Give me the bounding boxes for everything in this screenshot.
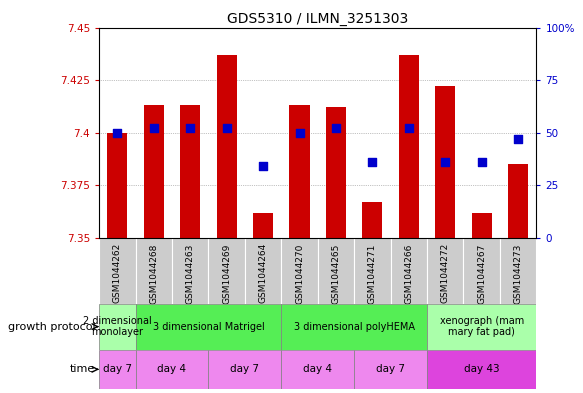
Text: 3 dimensional Matrigel: 3 dimensional Matrigel — [153, 321, 264, 332]
Point — [295, 130, 304, 136]
Point — [185, 125, 195, 132]
Point — [368, 159, 377, 165]
Bar — [245, 238, 282, 304]
Bar — [472, 213, 491, 238]
Text: 3 dimensional polyHEMA: 3 dimensional polyHEMA — [294, 321, 415, 332]
Text: day 4: day 4 — [303, 364, 332, 375]
Point — [514, 136, 523, 142]
Point — [113, 130, 122, 136]
Bar — [427, 304, 536, 350]
Bar — [363, 202, 382, 238]
Bar — [427, 238, 463, 304]
Bar — [217, 55, 237, 238]
Text: day 7: day 7 — [230, 364, 259, 375]
Text: day 4: day 4 — [157, 364, 187, 375]
Bar — [290, 105, 310, 238]
Text: GSM1044265: GSM1044265 — [332, 243, 340, 303]
Point — [441, 159, 450, 165]
Text: 2 dimensional
monolayer: 2 dimensional monolayer — [83, 316, 152, 338]
Bar — [436, 86, 455, 238]
Point — [404, 125, 413, 132]
Bar — [427, 350, 536, 389]
Text: GSM1044271: GSM1044271 — [368, 243, 377, 303]
Point — [149, 125, 159, 132]
Text: GSM1044267: GSM1044267 — [477, 243, 486, 303]
Bar — [99, 350, 135, 389]
Text: day 7: day 7 — [376, 364, 405, 375]
Text: GSM1044268: GSM1044268 — [149, 243, 158, 303]
Point — [331, 125, 340, 132]
Text: GSM1044264: GSM1044264 — [259, 243, 268, 303]
Text: xenograph (mam
mary fat pad): xenograph (mam mary fat pad) — [440, 316, 524, 338]
Text: growth protocol: growth protocol — [8, 321, 96, 332]
Bar — [508, 164, 528, 238]
Bar — [391, 238, 427, 304]
Bar — [318, 238, 354, 304]
Bar — [354, 350, 427, 389]
Text: day 7: day 7 — [103, 364, 132, 375]
Bar — [180, 105, 200, 238]
Bar — [209, 238, 245, 304]
Text: GSM1044269: GSM1044269 — [222, 243, 231, 303]
Bar — [500, 238, 536, 304]
Bar — [399, 55, 419, 238]
Bar — [99, 238, 135, 304]
Bar — [135, 304, 282, 350]
Text: time: time — [70, 364, 96, 375]
Bar — [463, 238, 500, 304]
Bar — [253, 213, 273, 238]
Text: day 43: day 43 — [464, 364, 500, 375]
Bar — [354, 238, 391, 304]
Bar — [209, 350, 282, 389]
Bar — [172, 238, 209, 304]
Text: GSM1044262: GSM1044262 — [113, 243, 122, 303]
Point — [258, 163, 268, 169]
Point — [477, 159, 486, 165]
Bar — [135, 350, 209, 389]
Bar — [107, 133, 127, 238]
Text: GSM1044266: GSM1044266 — [405, 243, 413, 303]
Bar — [326, 107, 346, 238]
Bar — [135, 238, 172, 304]
Text: GSM1044272: GSM1044272 — [441, 243, 449, 303]
Text: GSM1044273: GSM1044273 — [514, 243, 522, 303]
Text: GSM1044270: GSM1044270 — [295, 243, 304, 303]
Bar — [99, 304, 135, 350]
Bar — [282, 304, 427, 350]
Bar — [282, 238, 318, 304]
Point — [222, 125, 231, 132]
Bar — [282, 350, 354, 389]
Text: GSM1044263: GSM1044263 — [186, 243, 195, 303]
Bar — [144, 105, 164, 238]
Title: GDS5310 / ILMN_3251303: GDS5310 / ILMN_3251303 — [227, 13, 408, 26]
